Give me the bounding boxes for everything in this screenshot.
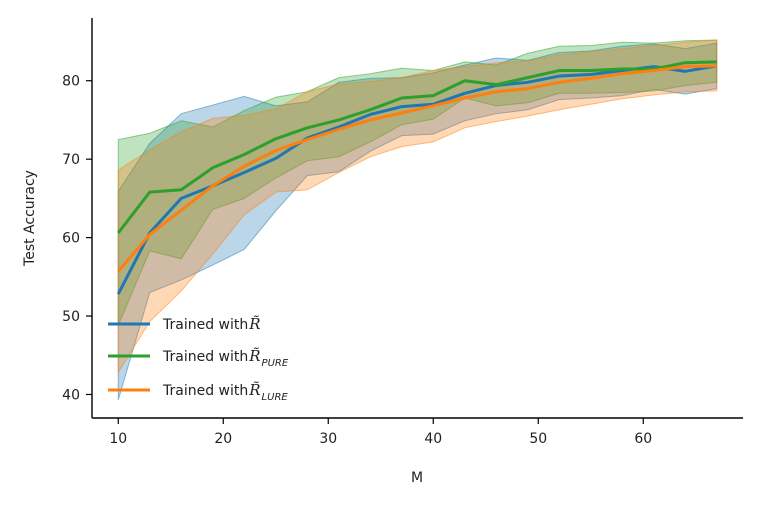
legend: Trained with R̃Trained with R̃ PURETraine… — [108, 315, 289, 403]
y-tick-label: 50 — [62, 309, 80, 325]
y-tick-label: 40 — [62, 387, 80, 403]
x-tick-label: 50 — [529, 431, 547, 447]
x-tick-label: 40 — [424, 431, 442, 447]
legend-label-r-tilde-lure: Trained with — [162, 383, 248, 399]
x-tick-label: 20 — [214, 431, 232, 447]
y-ticks: 40 50 60 70 80 — [62, 74, 92, 403]
x-tick-label: 60 — [634, 431, 652, 447]
y-tick-label: 80 — [62, 74, 80, 90]
legend-symbol-r-tilde-lure: R̃ — [248, 381, 260, 399]
legend-label-r-tilde: Trained with — [162, 317, 248, 333]
x-axis-label: M — [411, 470, 423, 486]
series-lines — [116, 60, 718, 295]
x-tick-label: 10 — [109, 431, 127, 447]
y-axis-label: Test Accuracy — [22, 170, 38, 267]
x-ticks: 10 20 30 40 50 60 — [109, 418, 652, 447]
legend-subscript-r-tilde-lure: LURE — [262, 392, 289, 403]
x-tick-label: 30 — [319, 431, 337, 447]
legend-subscript-r-tilde-pure: PURE — [262, 358, 289, 369]
y-tick-label: 60 — [62, 231, 80, 247]
band-r-tilde-lure — [117, 39, 718, 375]
legend-label-r-tilde-pure: Trained with — [162, 349, 248, 365]
y-tick-label: 70 — [62, 152, 80, 168]
line-r-tilde-lure — [117, 64, 717, 273]
line-r-tilde-pure — [117, 60, 717, 234]
confidence-bands — [117, 39, 718, 401]
legend-symbol-r-tilde: R̃ — [248, 315, 260, 333]
legend-symbol-r-tilde-pure: R̃ — [248, 347, 260, 365]
